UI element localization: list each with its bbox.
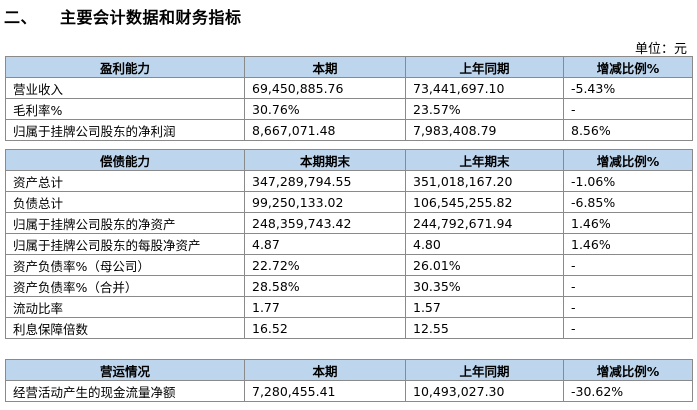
table-cell: 1.46%: [563, 212, 693, 234]
table-header-row: 偿债能力 本期期末 上年期末 增减比例%: [5, 149, 693, 171]
table-cell: 30.76%: [244, 98, 406, 120]
table-cell: 28.58%: [244, 275, 406, 297]
row-label: 利息保障倍数: [5, 317, 245, 339]
row-label: 经营活动产生的现金流量净额: [5, 380, 245, 402]
table-cell: 351,018,167.20: [405, 170, 564, 192]
row-label: 流动比率: [5, 296, 245, 318]
column-header: 营运情况: [5, 359, 245, 381]
row-label: 归属于挂牌公司股东的净利润: [5, 119, 245, 141]
table-cell: 16.52: [244, 317, 406, 339]
table-cell: 7,280,455.41: [244, 380, 406, 402]
table-row: 归属于挂牌公司股东的净资产 248,359,743.42 244,792,671.9…: [5, 212, 693, 234]
table-cell: 22.72%: [244, 254, 406, 276]
table-row: 经营活动产生的现金流量净额 7,280,455.41 10,493,027.30 -3…: [5, 380, 693, 402]
table-row: 归属于挂牌公司股东的净利润 8,667,071.48 7,983,408.79 8.5…: [5, 119, 693, 141]
table-cell: 4.87: [244, 233, 406, 255]
row-label: 负债总计: [5, 191, 245, 213]
table-row: 营业收入 69,450,885.76 73,441,697.10 -5.43%: [5, 77, 693, 99]
table-cell: -: [563, 254, 693, 276]
table-cell: 8.56%: [563, 119, 693, 141]
column-header: 上年同期: [405, 359, 564, 381]
column-header: 增减比例%: [563, 149, 693, 171]
unit-label: 单位：元: [634, 42, 687, 57]
table-cell: -6.85%: [563, 191, 693, 213]
table-cell: 244,792,671.94: [405, 212, 564, 234]
table-cell: -: [563, 317, 693, 339]
column-header: 增减比例%: [563, 56, 693, 78]
table-cell: 30.35%: [405, 275, 564, 297]
section-title: 主要会计数据和财务指标: [60, 8, 242, 27]
table-cell: 23.57%: [405, 98, 564, 120]
table-row: 负债总计 99,250,133.02 106,545,255.82 -6.85%: [5, 191, 693, 213]
table-cell: 12.55: [405, 317, 564, 339]
column-header: 偿债能力: [5, 149, 245, 171]
row-label: 营业收入: [5, 77, 245, 99]
table-cell: 26.01%: [405, 254, 564, 276]
table-header-row: 营运情况 本期 上年同期 增减比例%: [5, 359, 693, 381]
table-row: 资产负债率%（合并） 28.58% 30.35% -: [5, 275, 693, 297]
table-cell: -: [563, 275, 693, 297]
table-cell: 99,250,133.02: [244, 191, 406, 213]
table-cell: -30.62%: [563, 380, 693, 402]
row-label: 归属于挂牌公司股东的净资产: [5, 212, 245, 234]
column-header: 本期期末: [244, 149, 406, 171]
row-label: 归属于挂牌公司股东的每股净资产: [5, 233, 245, 255]
table-cell: -: [563, 296, 693, 318]
column-header: 盈利能力: [5, 56, 245, 78]
table-cell: 8,667,071.48: [244, 119, 406, 141]
table-cell: 69,450,885.76: [244, 77, 406, 99]
table-cell: 1.57: [405, 296, 564, 318]
row-label: 资产负债率%（母公司）: [5, 254, 245, 276]
table-row: 归属于挂牌公司股东的每股净资产 4.87 4.80 1.46%: [5, 233, 693, 255]
table-row: 流动比率 1.77 1.57-: [5, 296, 693, 318]
table-cell: 347,289,794.55: [244, 170, 406, 192]
table-header-row: 盈利能力 本期 上年同期 增减比例%: [5, 56, 693, 78]
table-cell: 73,441,697.10: [405, 77, 564, 99]
table-row: 资产负债率%（母公司） 22.72% 26.01% -: [5, 254, 693, 276]
row-label: 毛利率%: [5, 98, 245, 120]
table-cell: 1.46%: [563, 233, 693, 255]
row-label: 资产负债率%（合并）: [5, 275, 245, 297]
column-header: 上年期末: [405, 149, 564, 171]
table-cell: -1.06%: [563, 170, 693, 192]
table-cell: 248,359,743.42: [244, 212, 406, 234]
table-cell: -5.43%: [563, 77, 693, 99]
table-row: 利息保障倍数 16.52 12.55-: [5, 317, 693, 339]
table-cell: 1.77: [244, 296, 406, 318]
solvency-table: 偿债能力 本期期末 上年期末 增减比例% 资产总计 347,289,794.55 351,0…: [5, 149, 693, 339]
section-heading: 二、 主要会计数据和财务指标: [4, 4, 242, 28]
table-cell: 4.80: [405, 233, 564, 255]
table-cell: 10,493,027.30: [405, 380, 564, 402]
operations-table: 营运情况 本期 上年同期 增减比例% 经营活动产生的现金流量净额 7,280,455.41…: [5, 359, 693, 402]
section-number: 二、: [4, 8, 38, 27]
row-label: 资产总计: [5, 170, 245, 192]
table-cell: 7,983,408.79: [405, 119, 564, 141]
table-cell: -: [563, 98, 693, 120]
table-cell: 106,545,255.82: [405, 191, 564, 213]
column-header: 上年同期: [405, 56, 564, 78]
column-header: 增减比例%: [563, 359, 693, 381]
profit-table: 盈利能力 本期 上年同期 增减比例% 营业收入 69,450,885.76 73,441,6…: [5, 56, 693, 141]
column-header: 本期: [244, 359, 406, 381]
table-row: 毛利率% 30.76% 23.57% -: [5, 98, 693, 120]
column-header: 本期: [244, 56, 406, 78]
table-row: 资产总计 347,289,794.55 351,018,167.20 -1.06%: [5, 170, 693, 192]
